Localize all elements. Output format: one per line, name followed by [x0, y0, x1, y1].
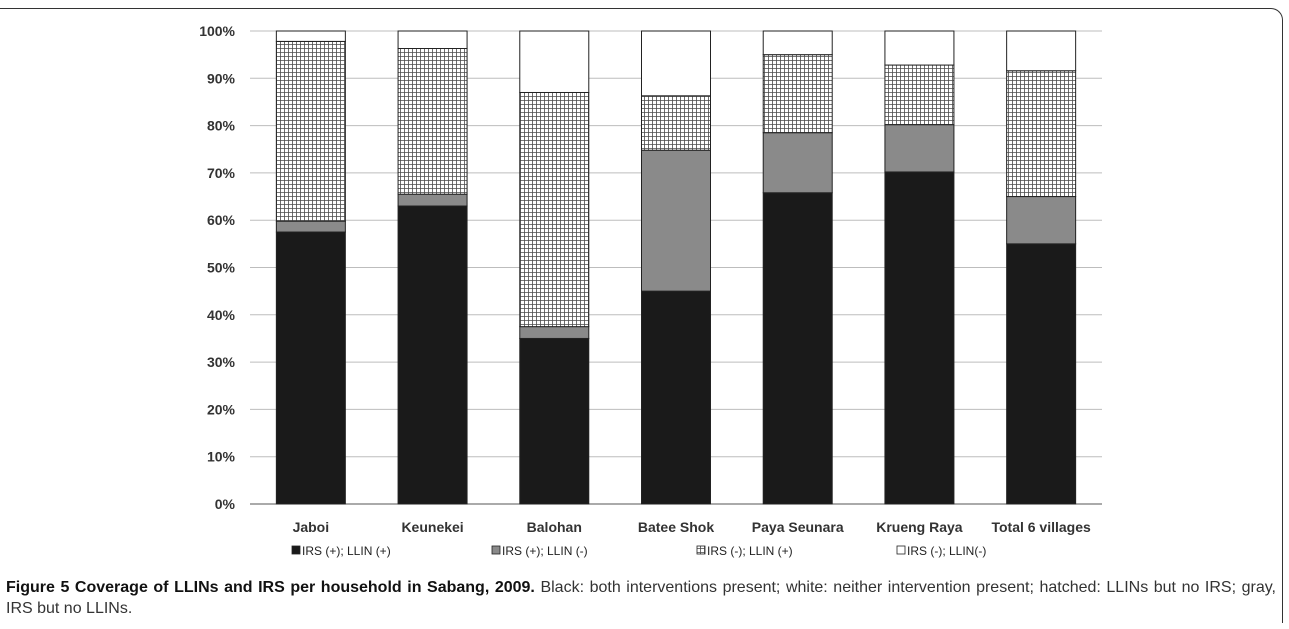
x-category-label: Balohan — [527, 519, 582, 535]
bar-segment-1 — [519, 337, 590, 505]
bars — [275, 30, 1077, 505]
bar-segment-3 — [1006, 70, 1077, 198]
bar-segment-3 — [397, 48, 468, 195]
y-tick-label: 30% — [207, 354, 236, 370]
legend-label: IRS (-); LLIN (+) — [707, 544, 793, 558]
bar-segment-4 — [275, 30, 346, 42]
x-category-label: Keunekei — [401, 519, 463, 535]
legend-swatch — [491, 545, 501, 555]
legend-label: IRS (-); LLIN(-) — [907, 544, 986, 558]
x-category-label: Jaboi — [293, 519, 330, 535]
y-tick-label: 10% — [207, 449, 236, 465]
bar-segment-2 — [1006, 196, 1077, 245]
x-category-label: Total 6 villages — [991, 519, 1091, 535]
bar-segment-3 — [275, 40, 346, 222]
legend-label: IRS (+); LLIN (+) — [302, 544, 391, 558]
bar-segment-4 — [884, 30, 955, 66]
stacked-bar-chart: 0% 10% 20% 30% 40% 50% 60% 70% 80% 90% 100% Jaboi K… — [199, 23, 1102, 558]
y-tick-label: 0% — [215, 496, 236, 512]
bar-segment-4 — [519, 30, 590, 93]
legend: IRS (+); LLIN (+) IRS (+); LLIN (-) IRS (-… — [291, 544, 986, 558]
bar-segment-4 — [1006, 30, 1077, 72]
y-tick-label: 70% — [207, 165, 236, 181]
bar-segment-2 — [519, 326, 590, 339]
bar-segment-2 — [762, 132, 833, 194]
legend-swatch — [896, 545, 906, 555]
bar-segment-4 — [762, 30, 833, 56]
x-category-label: Paya Seunara — [752, 519, 844, 535]
bar-segment-4 — [397, 30, 468, 50]
bar-segment-3 — [641, 95, 711, 151]
bar-segment-2 — [641, 149, 711, 292]
legend-label: IRS (+); LLIN (-) — [502, 544, 588, 558]
x-category-label: Krueng Raya — [876, 519, 963, 535]
bar-segment-4 — [641, 30, 711, 97]
y-tick-label: 100% — [199, 23, 235, 39]
y-axis-ticks: 0% 10% 20% 30% 40% 50% 60% 70% 80% 90% 100% — [199, 23, 235, 512]
y-tick-label: 50% — [207, 260, 236, 276]
bar-segment-3 — [762, 54, 833, 134]
y-tick-label: 20% — [207, 401, 236, 417]
figure-caption: Figure 5 Coverage of LLINs and IRS per h… — [6, 577, 1276, 619]
caption-text: Black: both interventions present; white… — [6, 579, 1277, 617]
bar-segment-3 — [519, 91, 590, 328]
figure-frame — [0, 8, 1283, 623]
caption-label: Figure 5 Coverage of LLINs and IRS per h… — [6, 579, 535, 596]
bar-segment-1 — [884, 171, 955, 505]
y-tick-label: 40% — [207, 307, 236, 323]
bar-segment-1 — [1006, 243, 1077, 505]
bar-segment-2 — [884, 124, 955, 173]
bar-segment-1 — [397, 205, 468, 505]
bar-segment-2 — [397, 193, 468, 207]
y-tick-label: 90% — [207, 70, 236, 86]
y-tick-label: 80% — [207, 118, 236, 134]
y-tick-label: 60% — [207, 212, 236, 228]
bar-segment-1 — [641, 290, 711, 505]
legend-swatch — [291, 545, 301, 555]
x-axis-labels: Jaboi Keunekei Balohan Batee Shok Paya Seuna… — [293, 519, 1091, 535]
bar-segment-1 — [275, 231, 346, 505]
x-category-label: Batee Shok — [638, 519, 714, 535]
bar-segment-2 — [275, 220, 346, 233]
legend-swatch — [696, 545, 706, 555]
bar-segment-3 — [884, 64, 955, 126]
bar-segment-1 — [762, 192, 833, 505]
